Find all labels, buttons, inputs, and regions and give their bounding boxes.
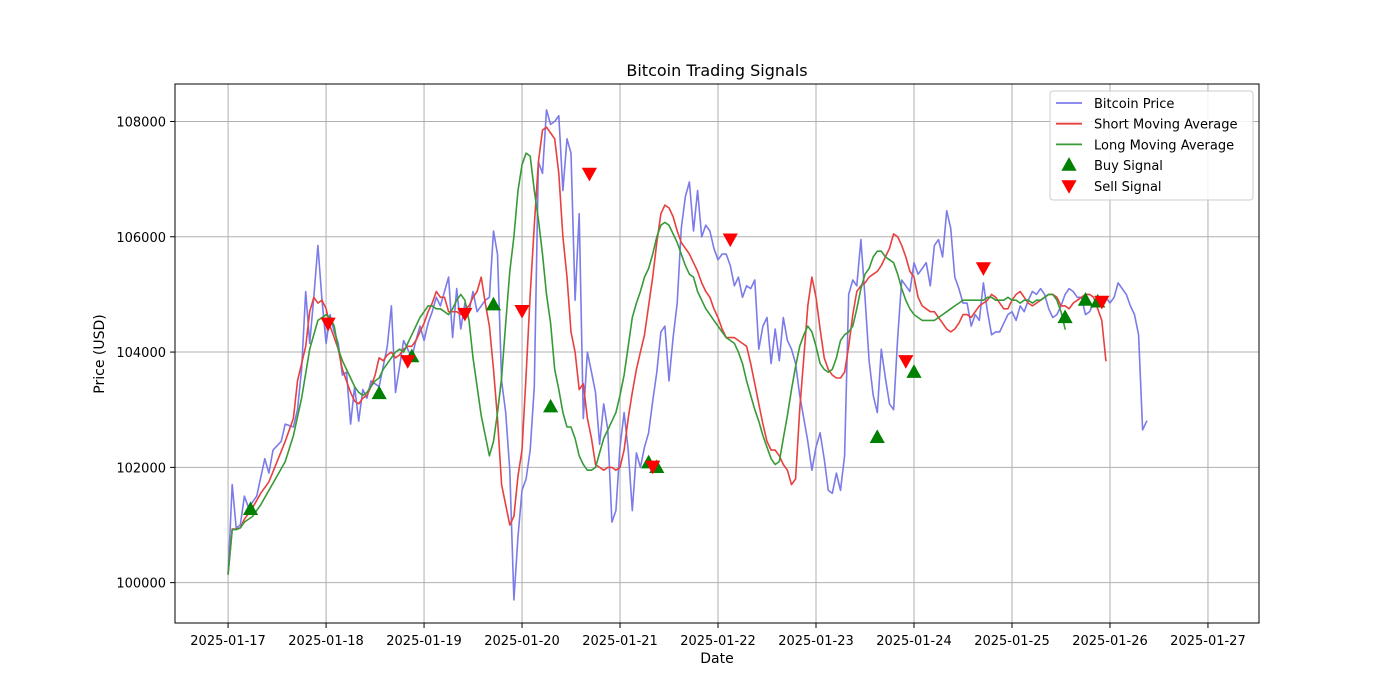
sell-signal-marker: [320, 317, 336, 332]
sell-signal-marker: [514, 304, 530, 319]
legend-label: Short Moving Average: [1094, 118, 1238, 133]
buy-signal-marker: [869, 429, 885, 443]
x-tick-label: 2025-01-19: [386, 634, 462, 649]
sell-signal-marker: [722, 233, 738, 248]
buy-signal-marker: [242, 501, 259, 516]
plot-area: [227, 109, 1148, 601]
legend-label: Sell Signal: [1094, 180, 1162, 195]
y-axis-label: Price (USD): [92, 314, 108, 393]
sell-signal-marker: [898, 355, 914, 369]
legend-label: Bitcoin Price: [1094, 97, 1174, 112]
x-tick-label: 2025-01-22: [680, 634, 756, 649]
short-ma-line: [227, 126, 1107, 575]
buy-signal-marker: [485, 296, 502, 311]
sell-signal-marker: [400, 355, 416, 369]
legend-label: Buy Signal: [1094, 159, 1163, 174]
price-line: [227, 109, 1148, 601]
buy-signal-marker: [371, 385, 387, 400]
chart-title: Bitcoin Trading Signals: [626, 61, 807, 80]
plot-frame: [174, 83, 1260, 624]
sell-signal-marker: [975, 262, 992, 276]
legend-sell-marker: [1061, 180, 1077, 194]
x-tick-label: 2025-01-27: [1170, 634, 1246, 649]
x-tick-label: 2025-01-20: [484, 634, 560, 649]
sell-signal-marker: [1094, 295, 1110, 310]
sell-signal-marker: [457, 307, 473, 322]
y-tick-label: 106000: [116, 231, 166, 246]
y-tick-label: 104000: [116, 346, 166, 361]
buy-signal-marker: [906, 364, 922, 378]
y-tick-label: 102000: [116, 461, 166, 476]
x-tick-label: 2025-01-26: [1072, 634, 1148, 649]
grid: [175, 84, 1259, 623]
x-tick-label: 2025-01-23: [778, 634, 854, 649]
legend-box: [1049, 90, 1254, 201]
y-tick-label: 100000: [116, 577, 166, 592]
x-axis-label: Date: [700, 651, 733, 667]
sell-signal-marker: [581, 167, 598, 182]
sell-signal-marker: [645, 460, 661, 475]
axes: 2025-01-17 2025-01-18 2025-01-19 2025-01-20…: [116, 115, 1245, 649]
x-tick-label: 2025-01-21: [582, 634, 658, 649]
legend-buy-marker: [1061, 157, 1077, 171]
legend: Bitcoin Price Short Moving Average Long Mo…: [1049, 90, 1254, 201]
buy-signal-marker: [1057, 309, 1073, 324]
x-tick-label: 2025-01-25: [974, 634, 1050, 649]
x-tick-label: 2025-01-18: [288, 634, 364, 649]
buy-signal-marker: [543, 398, 559, 413]
x-tick-label: 2025-01-17: [190, 634, 266, 649]
y-tick-label: 108000: [116, 115, 166, 130]
buy-signal-marker: [1077, 292, 1094, 306]
x-tick-label: 2025-01-24: [876, 634, 952, 649]
long-ma-line: [227, 152, 1066, 575]
legend-label: Long Moving Average: [1094, 138, 1234, 153]
